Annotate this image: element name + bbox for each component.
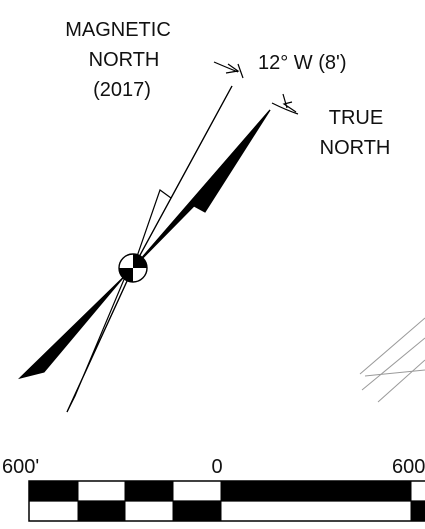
magnetic-north-arrow-shaft-lower xyxy=(66,267,134,413)
magnetic-north-label-line-3: (2017) xyxy=(93,79,151,101)
scale-bar-top-block-1 xyxy=(29,481,78,501)
compass-center-symbol xyxy=(118,253,148,283)
background-line-1 xyxy=(359,317,425,375)
true-north-arrow xyxy=(17,109,271,380)
true-north-arrow-shaft-upper xyxy=(132,109,271,269)
scale-bar-right-label: 600 xyxy=(392,456,425,478)
true-north-label-line-2: NORTH xyxy=(320,137,391,159)
magnetic-north-label: MAGNETIC NORTH (2017) xyxy=(65,19,171,101)
magnetic-north-arrow-shaft-upper xyxy=(132,85,233,269)
background-line-4 xyxy=(364,369,425,377)
compass-center-quadrant-ne xyxy=(133,254,147,268)
declination-tick-magnetic xyxy=(237,63,244,79)
magnetic-north-label-line-1: MAGNETIC xyxy=(65,19,171,41)
true-north-label-line-1: TRUE xyxy=(329,107,383,129)
declination-arrowhead-right xyxy=(282,101,297,113)
declination-label: 12° W (8') xyxy=(258,52,347,74)
declination-arc-right xyxy=(271,102,299,115)
magnetic-north-label-line-2: NORTH xyxy=(89,49,160,71)
compass-center-quadrant-sw xyxy=(119,268,133,282)
scale-bar-bottom-block-1 xyxy=(78,501,125,521)
magnetic-north-arrow xyxy=(66,85,233,413)
scale-bar: 600' 0 600 xyxy=(2,456,425,522)
scale-bar-bottom-block-right-end xyxy=(411,501,425,521)
true-north-label: TRUE NORTH xyxy=(320,107,391,159)
background-linework xyxy=(359,317,425,403)
declination-arc xyxy=(213,61,299,115)
true-north-arrow-shaft-lower xyxy=(19,267,134,379)
background-line-3 xyxy=(377,359,425,403)
scale-bar-bottom-block-2 xyxy=(173,501,221,521)
scale-bar-left-label: 600' xyxy=(2,456,39,478)
background-line-2 xyxy=(361,337,425,391)
scale-bar-top-block-2 xyxy=(125,481,173,501)
scale-bar-center-label: 0 xyxy=(211,456,222,478)
declination-arrowhead-left xyxy=(225,63,240,74)
declination-arc-left xyxy=(213,61,239,73)
scale-bar-top-block-right xyxy=(221,481,411,501)
